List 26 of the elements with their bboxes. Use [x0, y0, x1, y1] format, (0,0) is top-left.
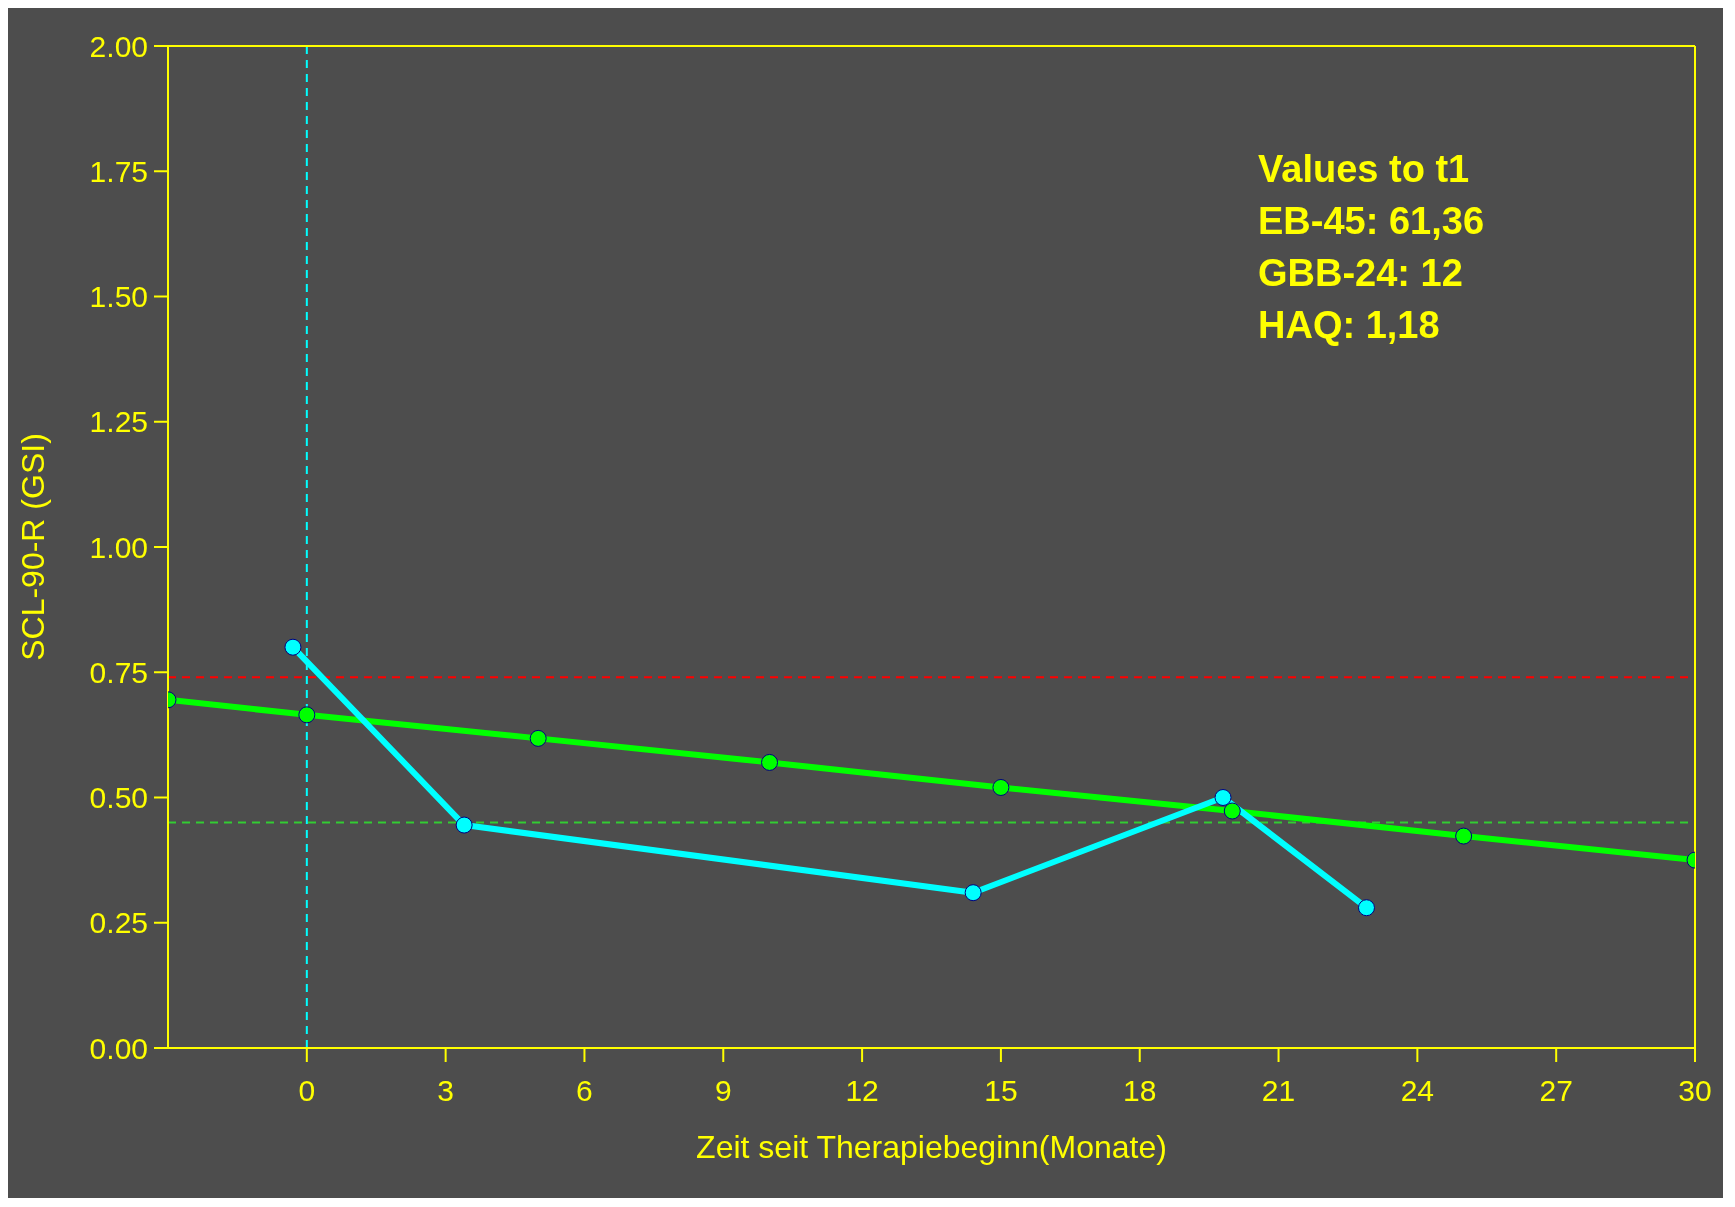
x-tick-label: 15 — [984, 1074, 1018, 1108]
x-tick-label: 3 — [437, 1074, 454, 1108]
y-tick-label: 1.50 — [89, 280, 148, 314]
x-tick-label: 9 — [714, 1074, 732, 1108]
x-tick-label: 12 — [845, 1074, 879, 1108]
x-tick-label: 24 — [1400, 1074, 1435, 1108]
y-tick-label: 2.00 — [89, 29, 148, 63]
y-tick-label: 0.00 — [89, 1031, 148, 1065]
x-tick-label: 21 — [1261, 1074, 1296, 1108]
x-tick-label: 27 — [1539, 1074, 1573, 1108]
y-tick-label: 1.25 — [89, 405, 148, 439]
annotation: Values to t1 — [1258, 147, 1471, 192]
y-tick-label: 1.00 — [89, 530, 148, 564]
x-axis-title: Zeit seit Therapiebeginn(Monate) — [696, 1129, 1167, 1165]
x-tick-label: 30 — [1678, 1074, 1712, 1108]
x-tick-label: 6 — [576, 1074, 593, 1108]
y-tick-label: 0.75 — [89, 655, 148, 689]
y-tick-label: 1.75 — [89, 154, 148, 188]
y-tick-label: 0.50 — [89, 781, 148, 815]
y-axis-title: SCL-90-R (GSI) — [15, 433, 52, 661]
annotation: EB-45: 61,36 — [1258, 199, 1485, 244]
x-tick-label: 0 — [298, 1074, 316, 1108]
y-tick-label: 0.25 — [89, 906, 148, 940]
annotation: GBB-24: 12 — [1258, 251, 1464, 296]
annotation: HAQ: 1,18 — [1258, 303, 1441, 348]
x-tick-label: 18 — [1123, 1074, 1157, 1108]
